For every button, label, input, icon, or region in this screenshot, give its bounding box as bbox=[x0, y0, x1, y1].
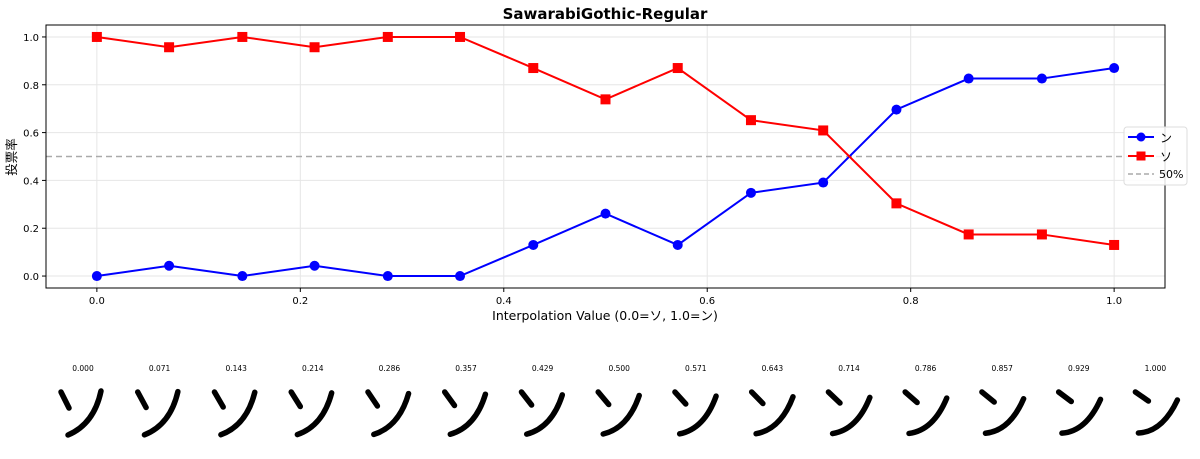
glyph-stroke-2 bbox=[600, 392, 642, 437]
data-point-n bbox=[963, 73, 974, 84]
glyph-stroke-1 bbox=[979, 389, 997, 405]
glyph-stroke-2 bbox=[829, 394, 873, 437]
data-point-n bbox=[309, 260, 320, 271]
glyph-stroke-2 bbox=[982, 395, 1027, 437]
data-point-n bbox=[164, 260, 175, 271]
x-tick-label: 1.0 bbox=[1106, 296, 1122, 307]
sample-label: 0.429 bbox=[532, 364, 554, 373]
glyph-samples: 0.000 0.071 0.143 0.214 0.286 0.357 0.429 0.500… bbox=[58, 364, 1181, 438]
data-point-so bbox=[1109, 239, 1120, 250]
x-tick-label: 0.2 bbox=[292, 296, 308, 307]
x-axis-label: Interpolation Value (0.0=ソ, 1.0=ン) bbox=[492, 308, 718, 323]
data-point-so bbox=[382, 31, 393, 42]
sample-label: 0.500 bbox=[608, 364, 630, 373]
legend-marker-square bbox=[1136, 151, 1146, 161]
glyph-stroke-2 bbox=[65, 388, 104, 438]
data-point-n bbox=[455, 271, 466, 282]
data-point-n bbox=[1109, 63, 1120, 74]
data-point-so bbox=[600, 94, 611, 105]
glyph-stroke-2 bbox=[218, 389, 258, 438]
glyph-stroke-2 bbox=[1135, 397, 1181, 436]
sample-label: 1.000 bbox=[1145, 364, 1167, 373]
data-point-so bbox=[818, 125, 829, 136]
sample-label: 0.143 bbox=[225, 364, 247, 373]
glyph-stroke-1 bbox=[672, 389, 689, 407]
chart-title: SawarabiGothic-Regular bbox=[503, 5, 708, 23]
data-point-n bbox=[600, 208, 611, 219]
y-tick-label: 0.4 bbox=[23, 176, 39, 187]
data-point-n bbox=[818, 177, 829, 188]
legend-label-so: ソ bbox=[1160, 150, 1172, 164]
glyph-stroke-1 bbox=[595, 389, 612, 408]
glyph-stroke-2 bbox=[141, 388, 181, 438]
data-point-so bbox=[672, 63, 683, 74]
glyph-stroke-2 bbox=[753, 394, 796, 437]
sample-label: 0.643 bbox=[762, 364, 784, 373]
glyph-stroke-2 bbox=[371, 390, 412, 438]
glyph-stroke-1 bbox=[1055, 389, 1075, 405]
data-point-n bbox=[672, 239, 683, 250]
legend: ン ソ 50% bbox=[1123, 126, 1188, 186]
data-point-so bbox=[745, 115, 756, 126]
data-point-n bbox=[528, 239, 539, 250]
x-tick-label: 0.4 bbox=[496, 296, 512, 307]
glyph-stroke-2 bbox=[294, 390, 335, 438]
glyph-stroke-1 bbox=[1132, 389, 1152, 404]
data-point-n bbox=[745, 187, 756, 198]
data-point-so bbox=[528, 63, 539, 74]
y-tick-label: 1.0 bbox=[23, 33, 39, 44]
data-point-n bbox=[891, 104, 902, 115]
data-point-so bbox=[237, 31, 248, 42]
data-point-n bbox=[237, 271, 248, 282]
sample-label: 0.857 bbox=[991, 364, 1013, 373]
data-point-n bbox=[382, 271, 393, 282]
y-tick-label: 0.0 bbox=[23, 272, 39, 283]
data-point-so bbox=[1036, 229, 1047, 240]
x-tick-label: 0.8 bbox=[903, 296, 919, 307]
glyph-stroke-1 bbox=[211, 389, 226, 410]
sample-label: 0.214 bbox=[302, 364, 324, 373]
legend-marker-circle bbox=[1136, 132, 1146, 142]
sample-label: 0.929 bbox=[1068, 364, 1090, 373]
glyph-stroke-2 bbox=[523, 392, 566, 437]
legend-label-50: 50% bbox=[1159, 168, 1183, 181]
sample-label: 0.714 bbox=[838, 364, 860, 373]
x-tick-label: 0.6 bbox=[699, 296, 715, 307]
sample-label: 0.071 bbox=[149, 364, 171, 373]
data-point-n bbox=[1036, 73, 1047, 84]
y-tick-label: 0.2 bbox=[23, 224, 39, 235]
data-point-so bbox=[164, 42, 175, 53]
glyph-stroke-1 bbox=[58, 389, 72, 411]
glyph-stroke-2 bbox=[676, 393, 719, 437]
y-axis-label: 投票率 bbox=[4, 138, 19, 176]
sample-label: 0.571 bbox=[685, 364, 707, 373]
sample-label: 0.000 bbox=[72, 364, 94, 373]
data-point-so bbox=[91, 31, 102, 42]
y-tick-label: 0.6 bbox=[23, 129, 39, 140]
x-tick-label: 0.0 bbox=[89, 296, 105, 307]
glyph-stroke-1 bbox=[134, 389, 149, 411]
y-tick-label: 0.8 bbox=[23, 81, 39, 92]
sample-label: 0.286 bbox=[379, 364, 401, 373]
glyph-stroke-2 bbox=[447, 391, 489, 438]
data-point-so bbox=[891, 198, 902, 209]
glyph-stroke-1 bbox=[441, 389, 458, 409]
sample-label: 0.786 bbox=[915, 364, 937, 373]
data-point-so bbox=[309, 42, 320, 53]
data-point-n bbox=[91, 271, 102, 282]
legend-label-n: ン bbox=[1160, 131, 1172, 145]
glyph-stroke-1 bbox=[902, 389, 920, 406]
data-point-so bbox=[963, 229, 974, 240]
glyph-stroke-2 bbox=[1059, 396, 1104, 436]
glyph-stroke-2 bbox=[906, 395, 950, 437]
glyph-stroke-1 bbox=[365, 389, 381, 409]
glyph-stroke-1 bbox=[518, 389, 535, 408]
glyph-stroke-1 bbox=[748, 389, 766, 407]
glyph-stroke-1 bbox=[825, 389, 843, 406]
data-point-so bbox=[455, 31, 466, 42]
glyph-stroke-1 bbox=[288, 389, 304, 410]
sample-label: 0.357 bbox=[455, 364, 477, 373]
